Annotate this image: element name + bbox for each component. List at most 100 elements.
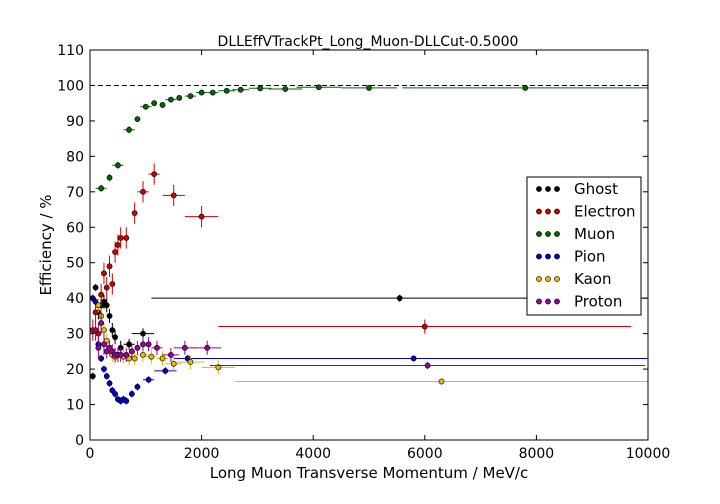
data-point xyxy=(162,367,169,374)
data-point xyxy=(159,355,166,362)
data-point xyxy=(424,362,431,369)
legend-label: Muon xyxy=(574,225,615,243)
data-point xyxy=(223,87,230,94)
data-point xyxy=(154,344,160,351)
legend-marker xyxy=(536,276,542,282)
y-tick-label: 50 xyxy=(66,256,84,272)
data-point xyxy=(98,291,105,298)
x-tick-label: 0 xyxy=(86,446,95,462)
data-point xyxy=(123,352,130,358)
y-tick-label: 60 xyxy=(66,220,84,236)
y-tick-label: 110 xyxy=(57,43,84,59)
data-point xyxy=(101,341,107,348)
legend-marker xyxy=(545,231,551,237)
x-tick-label: 4000 xyxy=(295,446,331,462)
data-point xyxy=(126,341,132,348)
data-point xyxy=(168,352,174,358)
legend-marker xyxy=(536,208,542,215)
data-point xyxy=(106,174,113,181)
data-point xyxy=(112,391,119,397)
data-point xyxy=(106,313,113,319)
data-point xyxy=(198,89,205,96)
data-point xyxy=(148,353,155,360)
y-tick-label: 0 xyxy=(75,433,84,449)
data-point xyxy=(145,341,152,348)
data-point xyxy=(176,94,183,101)
data-point xyxy=(106,263,113,270)
data-point xyxy=(98,185,105,192)
y-tick-label: 20 xyxy=(66,362,84,378)
data-point xyxy=(140,330,146,337)
data-point xyxy=(95,344,102,351)
data-point xyxy=(92,309,99,316)
y-tick-label: 70 xyxy=(66,185,84,201)
data-point xyxy=(187,359,194,365)
legend-marker xyxy=(554,186,560,192)
legend-label: Kaon xyxy=(574,270,611,288)
data-point xyxy=(145,376,152,383)
data-point xyxy=(198,213,205,220)
data-point xyxy=(421,323,428,330)
legend-label: Pion xyxy=(574,248,606,266)
series-electron xyxy=(89,163,632,345)
data-point xyxy=(103,284,110,291)
y-tick-label: 40 xyxy=(66,291,84,307)
x-tick-label: 8000 xyxy=(519,446,555,462)
legend-marker xyxy=(554,253,560,260)
data-point xyxy=(209,89,216,96)
data-point xyxy=(134,383,141,390)
data-point xyxy=(109,327,116,333)
data-point xyxy=(366,85,372,91)
data-point xyxy=(140,341,146,348)
data-point xyxy=(103,302,110,309)
data-point xyxy=(181,344,188,351)
data-point xyxy=(89,373,96,380)
x-tick-label: 2000 xyxy=(184,446,220,462)
legend-marker xyxy=(554,298,560,305)
legend-marker xyxy=(536,298,542,305)
data-point xyxy=(95,302,102,309)
legend-marker xyxy=(545,298,551,305)
data-point xyxy=(112,249,119,255)
series-proton xyxy=(92,312,646,370)
legend-marker xyxy=(545,253,551,260)
data-point xyxy=(92,284,99,291)
series-pion xyxy=(89,294,648,405)
data-point xyxy=(257,85,264,92)
data-point xyxy=(117,352,124,358)
data-point xyxy=(410,355,417,362)
x-axis-label: Long Muon Transverse Momentum / MeV/c xyxy=(210,464,528,482)
legend-box xyxy=(526,176,642,316)
data-point xyxy=(142,103,149,110)
legend-marker xyxy=(554,208,560,215)
data-point xyxy=(128,348,135,355)
data-point xyxy=(151,100,158,107)
data-point xyxy=(115,162,121,169)
legend-label: Ghost xyxy=(574,180,618,198)
data-point xyxy=(168,96,174,103)
data-point xyxy=(98,320,105,326)
y-tick-label: 30 xyxy=(66,327,84,343)
data-point xyxy=(187,93,194,99)
data-point xyxy=(123,398,130,404)
y-tick-label: 90 xyxy=(66,114,84,130)
data-point xyxy=(170,360,177,367)
legend-marker xyxy=(536,253,542,260)
legend-marker xyxy=(554,276,560,282)
data-point xyxy=(101,270,107,277)
data-point xyxy=(109,281,116,287)
data-point xyxy=(128,391,135,397)
data-point xyxy=(396,295,403,302)
y-tick-label: 80 xyxy=(66,149,84,165)
data-point xyxy=(126,126,132,133)
legend: Ghost Electron Muon Pion Kaon Proton xyxy=(526,176,642,316)
data-point xyxy=(522,85,529,91)
data-point xyxy=(98,355,105,362)
data-point xyxy=(151,171,158,177)
data-point xyxy=(237,86,244,93)
data-point xyxy=(123,235,130,241)
data-point xyxy=(103,373,110,380)
data-point xyxy=(140,188,146,195)
data-point xyxy=(204,344,211,351)
